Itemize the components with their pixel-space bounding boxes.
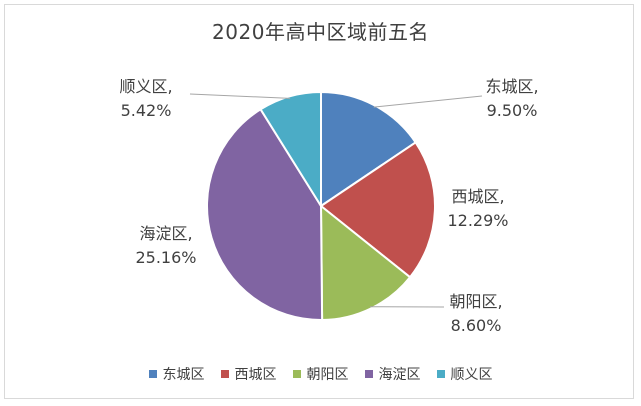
pie-slice-1 [319,141,436,279]
data-label-value-0: 9.50% [487,101,538,120]
data-label-name-2: 朝阳区, [449,292,502,311]
data-label-value-4: 5.42% [121,101,172,120]
data-label-value-2: 8.60% [451,316,502,335]
legend-label-1: 西城区 [234,367,277,383]
legend-label-2: 朝阳区 [306,367,349,383]
legend-label-4: 顺义区 [450,367,493,383]
data-label-value-1: 12.29% [447,211,508,230]
leader-line-4 [189,93,291,99]
pie-slice-2 [319,203,412,322]
data-label-value-3: 25.16% [135,248,196,267]
legend-label-3: 海淀区 [378,367,421,383]
legend-swatch-2 [292,370,301,378]
legend: 东城区 西城区 朝阳区 海淀区 顺义区 [0,364,641,384]
legend-item-4: 顺义区 [436,364,493,384]
legend-item-3: 海淀区 [364,364,421,384]
legend-item-0: 东城区 [148,364,205,384]
legend-swatch-0 [148,370,157,378]
legend-swatch-4 [436,370,445,378]
pie-slice-4 [259,90,322,210]
legend-item-2: 朝阳区 [292,364,349,384]
legend-label-0: 东城区 [162,367,205,383]
leader-line-0 [373,95,483,108]
pie-slice-0 [320,90,418,208]
legend-item-1: 西城区 [220,364,277,384]
data-label-name-4: 顺义区, [119,77,172,96]
legend-swatch-1 [220,370,229,378]
chart-title: 2020年高中区域前五名 [212,20,429,44]
data-label-name-0: 东城区, [485,77,538,96]
legend-swatch-3 [364,370,373,378]
data-label-name-3: 海淀区, [139,224,192,243]
data-label-name-1: 西城区, [451,187,504,206]
